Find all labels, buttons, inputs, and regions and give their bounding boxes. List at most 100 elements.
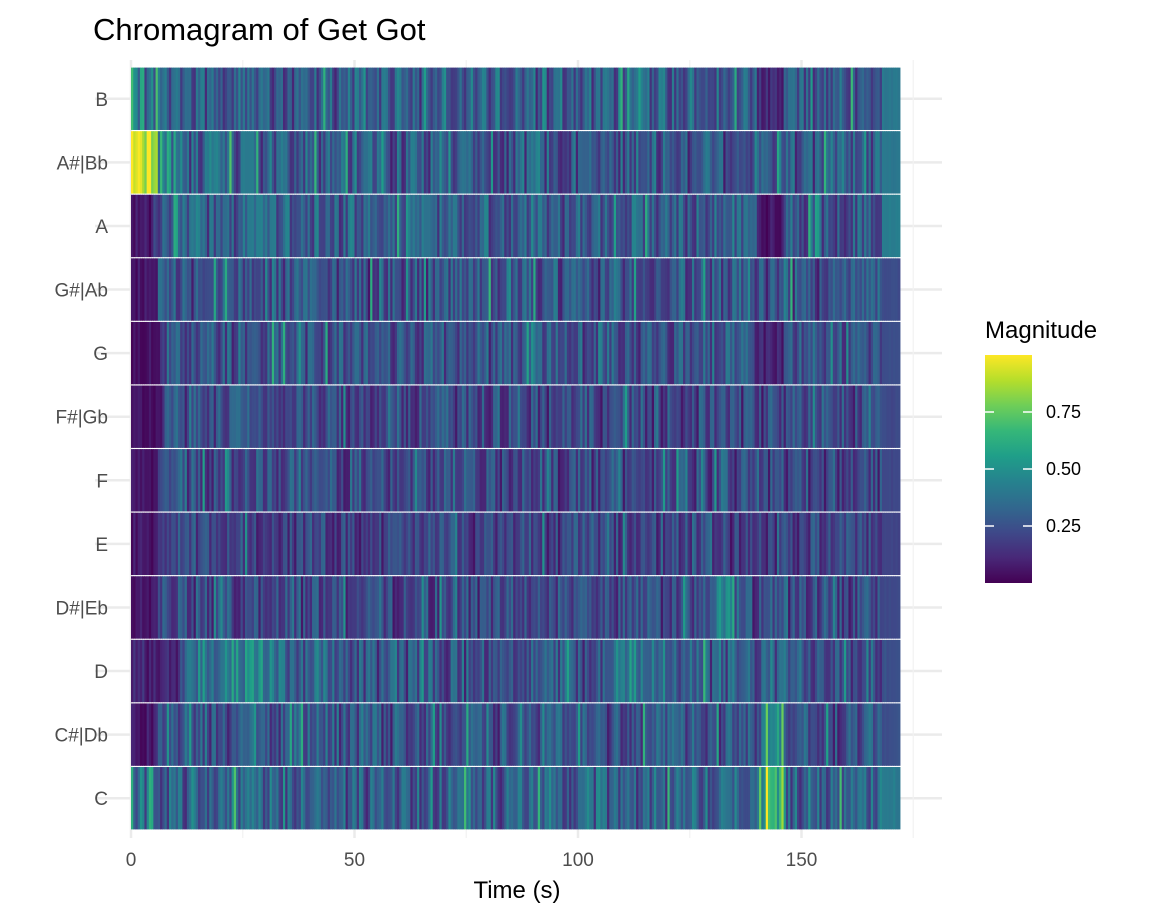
heatmap-cell <box>575 512 579 576</box>
heatmap-cell <box>236 576 239 639</box>
heatmap-cell <box>814 385 818 448</box>
heatmap-cell <box>897 321 901 385</box>
heatmap-cell <box>151 194 154 258</box>
heatmap-cell <box>198 67 201 130</box>
heatmap-cell <box>794 194 798 258</box>
heatmap-cell <box>374 639 378 703</box>
heatmap-cell <box>220 131 224 194</box>
heatmap-cell <box>761 131 765 194</box>
heatmap-cell <box>448 767 452 830</box>
heatmap-cell <box>624 639 628 703</box>
heatmap-cell <box>649 67 653 130</box>
heatmap-cell <box>191 576 195 639</box>
heatmap-cell <box>327 512 331 576</box>
heatmap-cell <box>607 703 610 766</box>
heatmap-cell <box>329 194 333 258</box>
heatmap-cell <box>432 576 436 639</box>
heatmap-cell <box>356 449 360 512</box>
heatmap-cell <box>544 512 548 576</box>
heatmap-cell <box>517 194 521 258</box>
heatmap-cell <box>367 385 371 448</box>
heatmap-cell <box>497 449 501 512</box>
heatmap-cell <box>329 385 333 448</box>
heatmap-cell <box>405 767 409 830</box>
heatmap-cell <box>403 67 407 130</box>
heatmap-cell <box>180 576 184 639</box>
heatmap-cell <box>835 321 838 385</box>
heatmap-cell <box>417 67 420 130</box>
heatmap-cell <box>294 767 297 830</box>
heatmap-cell <box>723 576 727 639</box>
heatmap-cell <box>819 449 823 512</box>
heatmap-cell <box>618 385 622 448</box>
heatmap-cell <box>338 767 342 830</box>
heatmap-cell <box>457 67 461 130</box>
heatmap-cell <box>271 131 275 194</box>
heatmap-cell <box>533 258 537 321</box>
heatmap-cell <box>151 67 154 130</box>
heatmap-cell <box>772 67 776 130</box>
y-tick-label: E <box>95 535 108 556</box>
heatmap-cell <box>622 639 626 703</box>
heatmap-cell <box>437 767 441 830</box>
heatmap-cell <box>258 449 262 512</box>
heatmap-cell <box>186 449 190 512</box>
heatmap-cell <box>164 703 168 766</box>
heatmap-cell <box>329 321 333 385</box>
heatmap-cell <box>841 258 845 321</box>
heatmap-cell <box>700 67 704 130</box>
heatmap-cell <box>517 512 521 576</box>
heatmap-cell <box>307 449 311 512</box>
heatmap-cell <box>649 131 653 194</box>
heatmap-cell <box>477 449 481 512</box>
heatmap-cell <box>653 385 657 448</box>
heatmap-cell <box>535 639 539 703</box>
heatmap-cell <box>461 767 465 830</box>
heatmap-cell <box>540 385 543 448</box>
heatmap-cell <box>162 258 166 321</box>
heatmap-cell <box>345 703 349 766</box>
heatmap-cell <box>439 385 443 448</box>
heatmap-cell <box>363 767 367 830</box>
heatmap-cell <box>645 131 648 194</box>
heatmap-cell <box>405 576 409 639</box>
heatmap-cell <box>405 639 409 703</box>
heatmap-cell <box>544 767 548 830</box>
heatmap-cell <box>327 385 331 448</box>
heatmap-cell <box>499 512 503 576</box>
heatmap-cell <box>542 512 546 576</box>
heatmap-cell <box>805 512 809 576</box>
heatmap-cell <box>850 576 854 639</box>
heatmap-cell <box>173 449 177 512</box>
heatmap-cell <box>312 67 315 130</box>
heatmap-cell <box>298 449 302 512</box>
heatmap-cell <box>727 639 731 703</box>
heatmap-cell <box>191 639 195 703</box>
heatmap-cell <box>609 321 613 385</box>
heatmap-cell <box>206 131 210 194</box>
heatmap-cell <box>785 703 789 766</box>
heatmap-cell <box>841 131 845 194</box>
heatmap-cell <box>168 703 172 766</box>
heatmap-cell <box>604 449 608 512</box>
heatmap-cell <box>244 512 248 576</box>
heatmap-cell <box>573 576 577 639</box>
heatmap-cell <box>392 194 396 258</box>
heatmap-cell <box>240 576 244 639</box>
heatmap-cell <box>204 767 208 830</box>
heatmap-cell <box>584 639 588 703</box>
heatmap-cell <box>792 512 796 576</box>
heatmap-cell <box>271 258 275 321</box>
heatmap-cell <box>703 512 706 576</box>
heatmap-cell <box>649 194 653 258</box>
heatmap-cell <box>352 321 356 385</box>
heatmap-cell <box>776 385 780 448</box>
heatmap-cell <box>166 67 170 130</box>
heatmap-cell <box>350 512 353 576</box>
heatmap-cell <box>694 576 698 639</box>
heatmap-cell <box>388 385 391 448</box>
heatmap-cell <box>367 194 371 258</box>
heatmap-cell <box>788 449 791 512</box>
heatmap-cell <box>884 639 888 703</box>
heatmap-cell <box>455 67 458 130</box>
